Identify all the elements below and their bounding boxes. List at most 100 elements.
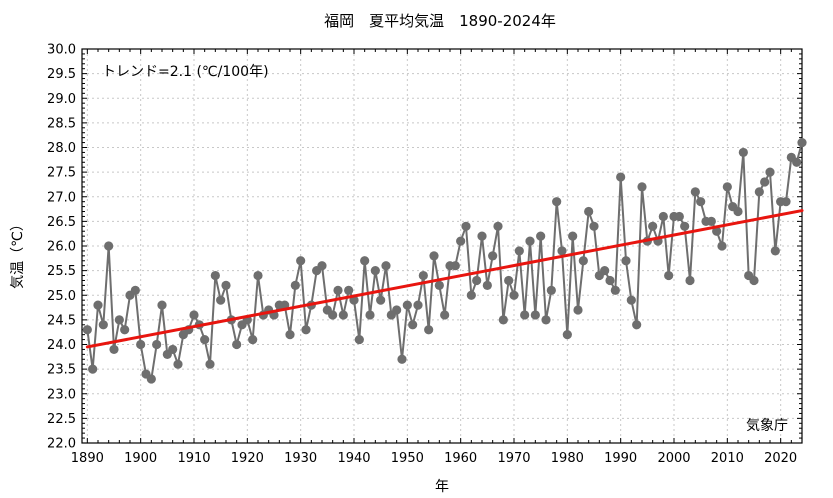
data-point [610, 285, 620, 295]
data-point [552, 197, 562, 207]
data-point [413, 300, 423, 310]
data-point [536, 231, 546, 241]
y-tick-label: 24.0 [47, 338, 76, 353]
data-point [637, 182, 647, 192]
data-point [216, 295, 226, 305]
data-point [706, 216, 716, 226]
data-point [232, 339, 242, 350]
data-point [520, 310, 530, 320]
data-point [109, 344, 119, 355]
data-point [472, 275, 482, 286]
data-point [290, 280, 300, 290]
y-tick-label: 26.5 [47, 215, 76, 230]
data-point [82, 325, 92, 335]
data-point [546, 285, 556, 295]
data-point [498, 315, 508, 325]
grid [82, 49, 802, 443]
y-tick-label: 29.0 [47, 92, 76, 107]
data-point [248, 334, 258, 345]
data-point [557, 246, 567, 256]
x-tick-label: 1970 [497, 451, 530, 466]
data-point [466, 290, 476, 300]
x-tick-label: 1980 [551, 451, 584, 466]
data-point [749, 275, 759, 286]
data-point [589, 221, 599, 231]
data-point [205, 359, 215, 369]
y-tick-label: 24.5 [47, 313, 76, 328]
data-point [626, 295, 636, 305]
data-point [573, 305, 583, 315]
x-tick-label: 1990 [604, 451, 637, 466]
trend-line [85, 209, 804, 349]
x-tick-label: 1950 [391, 451, 424, 466]
x-tick-label: 1920 [231, 451, 264, 466]
data-point [648, 221, 658, 231]
data-point [146, 374, 156, 384]
y-tick-label: 27.0 [47, 190, 76, 205]
y-tick-label: 30.0 [47, 43, 76, 58]
data-point [440, 310, 450, 320]
data-point [98, 320, 108, 330]
data-point [461, 221, 471, 231]
y-tick-label: 28.5 [47, 116, 76, 131]
y-tick-label: 25.0 [47, 289, 76, 304]
data-point [482, 280, 492, 290]
data-point [600, 266, 610, 276]
data-point [616, 172, 626, 182]
x-tick-label: 1890 [71, 451, 104, 466]
data-point [621, 256, 631, 266]
data-point [792, 157, 802, 167]
data-point [493, 221, 503, 231]
data-point [88, 364, 98, 374]
data-point [530, 310, 540, 320]
y-tick-label: 28.0 [47, 141, 76, 156]
data-point [381, 261, 391, 271]
data-point [189, 310, 199, 320]
chart-title: 福岡 夏平均気温 1890-2024年 [324, 12, 556, 30]
data-point [136, 339, 146, 350]
data-point [605, 275, 615, 286]
x-tick-label: 2020 [764, 451, 797, 466]
data-point [477, 231, 487, 241]
y-tick-label: 25.5 [47, 264, 76, 279]
data-point [509, 290, 519, 300]
data-point [541, 315, 551, 325]
trend-line-group [85, 209, 804, 349]
data-point [674, 211, 684, 222]
y-tick-label: 26.0 [47, 240, 76, 255]
data-point [712, 226, 722, 236]
data-point [722, 182, 732, 192]
y-tick-label: 23.5 [47, 363, 76, 378]
data-point [285, 330, 295, 340]
data-point [168, 344, 178, 355]
data-point [114, 315, 124, 325]
data-point [717, 241, 727, 251]
x-tick-label: 1930 [284, 451, 317, 466]
data-point [797, 137, 807, 148]
data-point [392, 305, 402, 315]
data-point [754, 187, 764, 197]
source-label: 気象庁 [746, 418, 788, 434]
data-point [562, 330, 572, 340]
x-tick-label: 1960 [444, 451, 477, 466]
data-point [408, 320, 418, 330]
x-tick-label: 2000 [657, 451, 690, 466]
data-point [568, 231, 578, 241]
data-point [370, 266, 380, 276]
data-point [338, 310, 348, 320]
data-point [690, 187, 700, 197]
series-group [82, 137, 807, 384]
x-tick-label: 2010 [711, 451, 744, 466]
axis-ticks [82, 48, 803, 444]
data-point [130, 285, 140, 295]
y-tick-label: 22.0 [47, 437, 76, 452]
y-tick-label: 27.5 [47, 166, 76, 181]
y-tick-labels: 22.0 22.5 23.0 23.5 24.0 24.5 25.0 25.5 26.0 26.5… [47, 43, 76, 452]
x-tick-label: 1900 [124, 451, 157, 466]
data-point [456, 236, 466, 246]
data-point [738, 147, 748, 158]
data-point [525, 236, 535, 246]
data-point [200, 334, 210, 345]
x-tick-label: 1940 [337, 451, 370, 466]
data-point [680, 221, 690, 231]
